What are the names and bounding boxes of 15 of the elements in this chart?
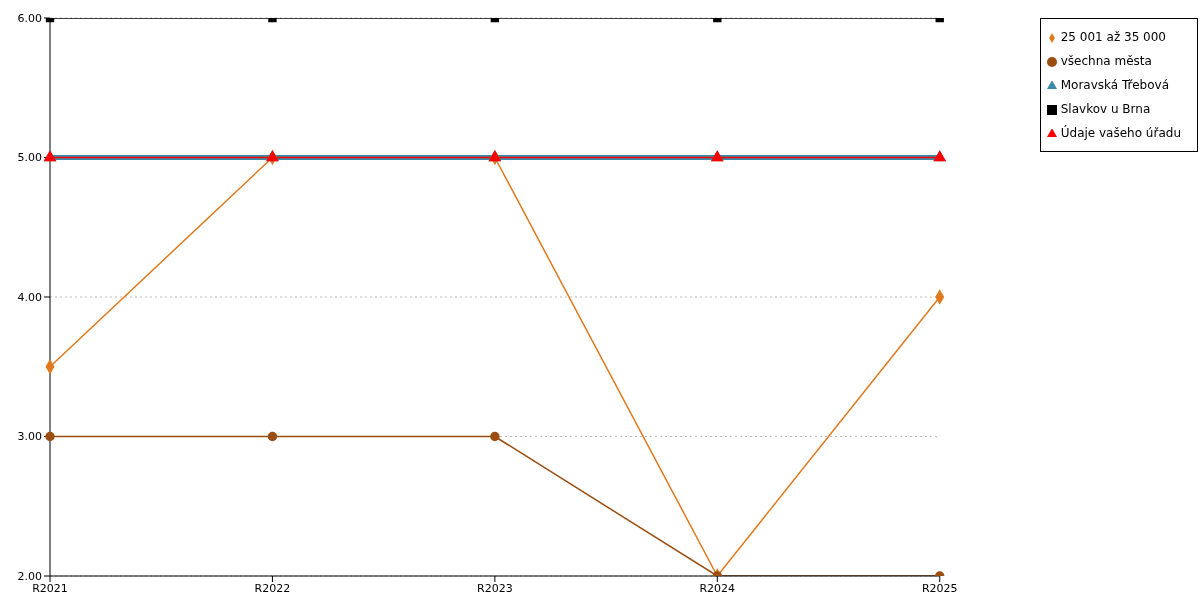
x-tick-label: R2021 [32, 581, 68, 595]
y-tick-label: 6.00 [17, 11, 42, 25]
x-tick-label: R2022 [254, 581, 291, 595]
y-tick-label: 2.00 [17, 569, 42, 583]
x-tick-label: R2023 [477, 581, 513, 595]
x-tick-label: R2025 [921, 581, 958, 595]
y-tick-label: 3.00 [17, 430, 42, 444]
legend-label: Moravská Třebová [1060, 78, 1170, 92]
legend-label: všechna města [1060, 54, 1152, 68]
legend-label: 25 001 až 35 000 [1060, 30, 1166, 44]
legend-label: Údaje vašeho úřadu [1060, 126, 1181, 140]
x-tick-label: R2024 [699, 581, 736, 595]
y-tick-label: 5.00 [17, 151, 42, 165]
legend-label: Slavkov u Brna [1060, 102, 1151, 116]
y-tick-label: 4.00 [17, 290, 42, 304]
